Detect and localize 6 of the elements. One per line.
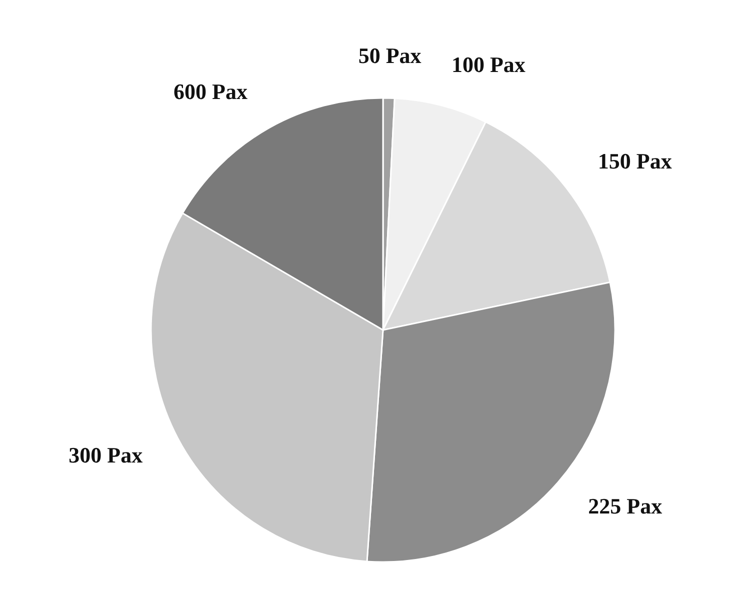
slice-label: 50 Pax bbox=[358, 43, 422, 68]
slice-label: 600 Pax bbox=[174, 79, 248, 104]
slice-label: 225 Pax bbox=[588, 494, 662, 519]
slice-label: 100 Pax bbox=[451, 52, 526, 77]
slice-label: 300 Pax bbox=[68, 442, 143, 468]
slice-label: 150 Pax bbox=[598, 148, 672, 174]
